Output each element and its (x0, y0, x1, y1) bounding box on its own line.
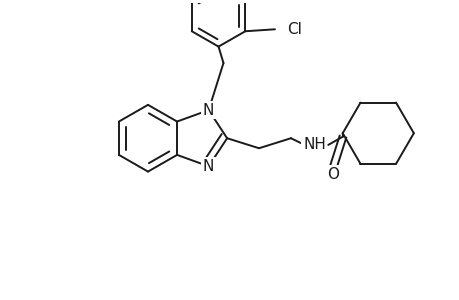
Text: N: N (202, 159, 214, 174)
Text: N: N (202, 103, 214, 118)
Text: Cl: Cl (286, 22, 301, 37)
Text: NH: NH (302, 137, 325, 152)
Text: O: O (326, 167, 338, 182)
